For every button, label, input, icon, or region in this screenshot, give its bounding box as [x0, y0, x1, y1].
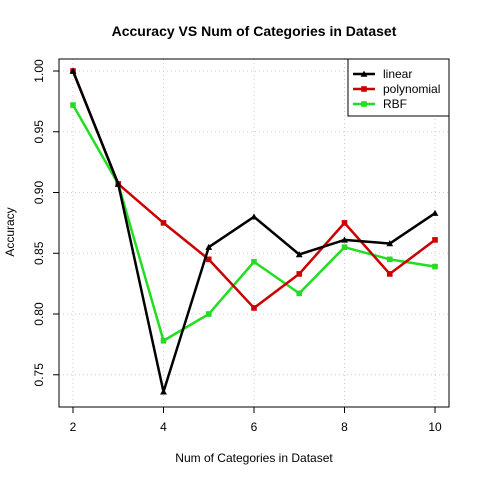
y-tick-label: 0.85	[32, 241, 46, 265]
x-tick-label: 8	[341, 420, 348, 434]
legend-label-linear: linear	[383, 67, 412, 81]
data-point-linear	[431, 209, 439, 216]
data-point-rbf	[432, 263, 438, 270]
data-point-linear	[295, 251, 303, 258]
legend-label-polynomial: polynomial	[383, 82, 440, 96]
data-point-polynomial	[205, 256, 212, 263]
x-tick-label: 10	[428, 420, 442, 434]
legend-marker-rbf	[361, 101, 367, 107]
chart-title: Accuracy VS Num of Categories in Dataset	[112, 23, 397, 39]
data-point-linear	[250, 213, 258, 220]
data-point-linear	[69, 67, 77, 74]
x-tick-label: 6	[251, 420, 258, 434]
x-tick-label: 4	[160, 420, 167, 434]
y-tick-label: 0.90	[32, 181, 46, 205]
data-point-polynomial	[386, 271, 393, 277]
data-point-rbf	[205, 311, 212, 317]
x-tick-label: 2	[70, 420, 77, 434]
data-point-rbf	[251, 258, 257, 265]
data-point-rbf	[341, 244, 348, 250]
y-tick-label: 0.75	[32, 363, 46, 387]
data-point-linear	[341, 236, 348, 243]
data-point-linear	[114, 180, 122, 187]
y-tick-label: 1.00	[32, 59, 46, 83]
data-point-polynomial	[432, 237, 438, 243]
y-tick-label: 0.95	[32, 120, 46, 144]
data-point-rbf	[160, 337, 167, 344]
data-point-polynomial	[251, 305, 257, 311]
legend-label-rbf: RBF	[383, 97, 407, 111]
data-point-polynomial	[341, 220, 348, 226]
data-point-rbf	[296, 290, 303, 297]
data-point-linear	[386, 240, 394, 247]
x-axis-label: Num of Categories in Dataset	[175, 451, 333, 465]
series-linear	[69, 67, 439, 395]
data-point-rbf	[386, 256, 393, 263]
data-point-linear	[160, 388, 167, 395]
data-point-rbf	[70, 102, 76, 108]
data-point-polynomial	[296, 271, 303, 277]
y-axis: 0.75 0.80 0.85 0.90 0.95 1.00	[32, 59, 59, 386]
data-point-polynomial	[160, 220, 167, 226]
x-axis: 2 4 6 8 10	[70, 407, 442, 434]
legend-marker-polynomial	[361, 86, 367, 92]
y-tick-label: 0.80	[32, 302, 46, 326]
data-point-linear	[205, 243, 213, 250]
legend-marker-linear	[360, 70, 368, 77]
series-layer	[69, 67, 439, 395]
y-axis-label: Accuracy	[3, 207, 17, 256]
